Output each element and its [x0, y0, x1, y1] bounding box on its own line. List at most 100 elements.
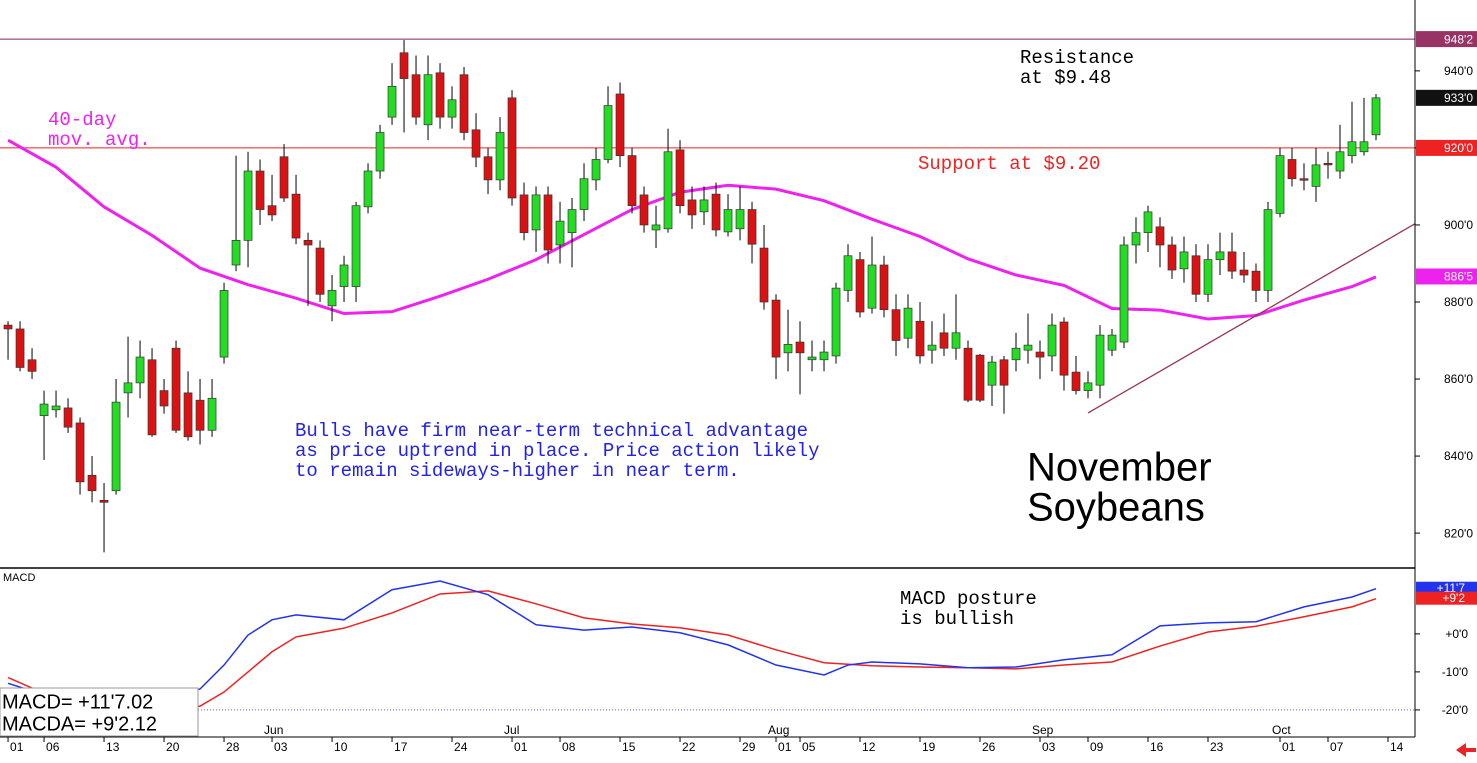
annotation: 40-day: [48, 109, 116, 131]
y-tick-label: 940'0: [1444, 64, 1473, 78]
candle-body: [363, 170, 373, 208]
y-tick-label: -10'0: [1442, 665, 1469, 679]
candle-body: [903, 307, 913, 339]
candle-body: [951, 332, 961, 349]
candle-body: [687, 199, 697, 216]
candle-body: [1107, 334, 1117, 351]
macd-tag: [1416, 591, 1477, 605]
scroll-arrow[interactable]: [1456, 743, 1476, 757]
x-tick-label: 20: [166, 740, 180, 754]
price-tag: [1416, 139, 1477, 156]
candle-body: [99, 500, 109, 503]
candle-body: [447, 99, 457, 118]
x-tick-label: 26: [982, 740, 996, 754]
trendline: [1087, 222, 1415, 414]
candle-body: [147, 359, 157, 436]
candle-body: [1083, 382, 1093, 391]
candle-body: [975, 354, 985, 401]
candle-body: [567, 209, 577, 234]
x-tick-label: 07: [1330, 740, 1344, 754]
candle-body: [195, 399, 205, 431]
candle-body: [1203, 259, 1213, 295]
macd-line: [7, 590, 1377, 715]
candle-body: [771, 299, 781, 358]
candle-body: [1359, 141, 1369, 153]
candle-body: [519, 194, 529, 234]
candle-body: [411, 74, 421, 118]
candle-body: [459, 74, 469, 133]
annotation: Bulls have firm near-term technical adva…: [295, 420, 808, 442]
annotation: at $9.48: [1020, 67, 1111, 89]
price-tag-label: 948'2: [1444, 32, 1473, 46]
candle-body: [1287, 159, 1297, 180]
candle-body: [39, 403, 49, 416]
x-tick-label: 05: [802, 740, 816, 754]
candle-body: [375, 132, 385, 172]
candle-body: [783, 344, 793, 354]
x-tick-label: 15: [622, 740, 636, 754]
plot-layer: 820'0 840'0 860'0 880'0 900'0 920'0 940'0 01 06 1…: [0, 31, 1477, 754]
candle-body: [1323, 162, 1333, 166]
candle-body: [1035, 351, 1045, 358]
candle-body: [255, 170, 265, 210]
macd-tag-label: +11'7: [1437, 581, 1466, 595]
candle-body: [303, 240, 313, 246]
candle-body: [831, 287, 841, 357]
candle-body: [291, 193, 301, 239]
candle-body: [747, 209, 757, 245]
annotation: MACD posture: [900, 588, 1037, 610]
candle-body: [963, 347, 973, 401]
y-tick-label: 840'0: [1444, 449, 1473, 463]
annotation: Support at $9.20: [918, 153, 1100, 175]
candle-body: [699, 199, 709, 213]
candle-body: [207, 397, 217, 431]
candle-body: [339, 264, 349, 287]
x-tick-label: 09: [1090, 740, 1104, 754]
candle-body: [735, 209, 745, 230]
candle-body: [915, 320, 925, 357]
candle-body: [531, 194, 541, 231]
candle-body: [1347, 141, 1357, 156]
month-label: Oct: [1272, 723, 1291, 737]
candle-body: [135, 356, 145, 384]
candle-body: [219, 290, 229, 358]
candle-body: [399, 52, 409, 79]
readout-text: MACD= +11'7.02: [2, 691, 153, 713]
candle-body: [987, 361, 997, 386]
candle-body: [471, 129, 481, 158]
candle-body: [507, 97, 517, 199]
annotation: is bullish: [900, 608, 1014, 630]
candle-body: [759, 247, 769, 303]
candle-body: [1047, 324, 1057, 357]
candle-body: [723, 209, 733, 233]
x-tick-label: 28: [226, 740, 240, 754]
candle-body: [1227, 251, 1237, 272]
candle-body: [807, 356, 817, 361]
x-tick-label: 24: [454, 740, 468, 754]
candle-body: [615, 93, 625, 156]
candle-body: [627, 155, 637, 207]
candle-body: [1239, 269, 1249, 276]
x-tick-label: 17: [394, 740, 408, 754]
candle-body: [675, 149, 685, 207]
price-tag-label: 920'0: [1444, 141, 1473, 155]
candle-body: [279, 156, 289, 199]
candle-body: [711, 193, 721, 231]
candle-body: [27, 359, 37, 372]
candle-body: [75, 422, 85, 483]
candle-body: [663, 151, 673, 230]
candle-body: [351, 205, 361, 287]
candle-body: [1179, 251, 1189, 270]
x-tick-label: 06: [46, 740, 60, 754]
candle-body: [543, 194, 553, 251]
month-label: Jun: [264, 723, 283, 737]
candle-body: [1191, 255, 1201, 295]
macd-line: [7, 580, 1377, 707]
candle-body: [603, 105, 613, 160]
candle-body: [867, 264, 877, 309]
candle-body: [315, 247, 325, 295]
macd-tag: [1416, 581, 1477, 595]
y-tick-label: -20'0: [1442, 703, 1469, 717]
y-tick-label: 900'0: [1444, 218, 1473, 232]
